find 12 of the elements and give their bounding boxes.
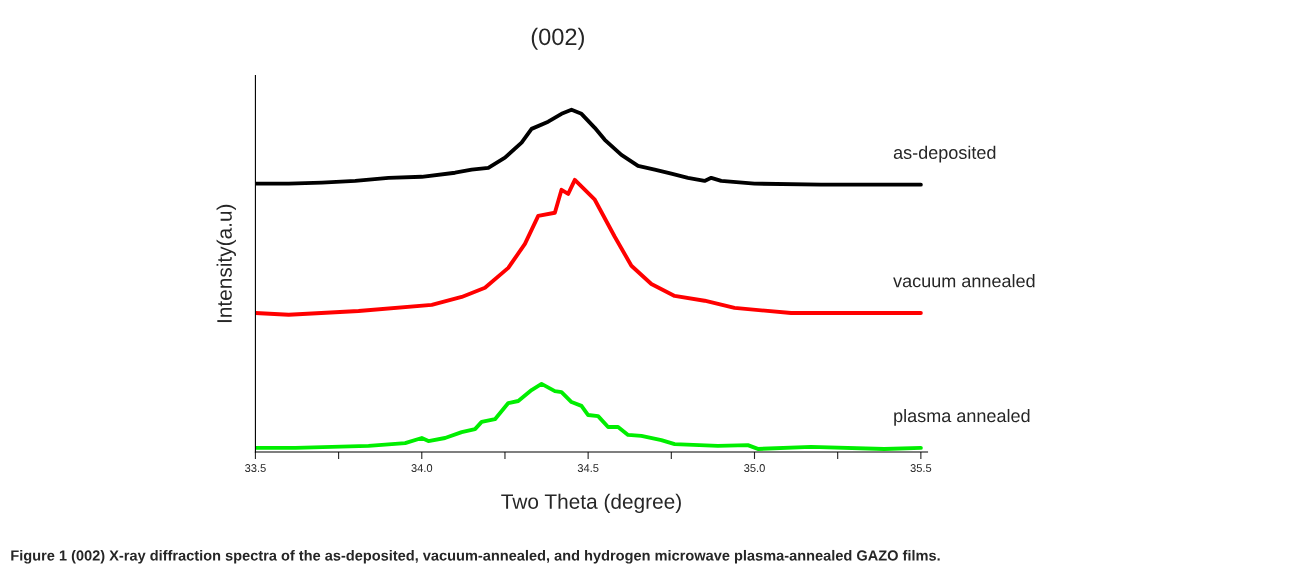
- caption: Figure 1 (002) X-ray diffraction spectra of the as-deposited, vacuum-annealed, and hydrogen microwave plasma-annealed GAZO films.: [11, 549, 940, 564]
- x-tick-label: 33.5: [245, 464, 266, 472]
- x-tick-label: 35.0: [744, 464, 765, 472]
- chart-title: (002): [531, 27, 584, 50]
- x-tick-label: 34.0: [411, 464, 433, 472]
- x-tick-label: 35.5: [910, 464, 932, 472]
- series-label: vacuum annealed: [893, 274, 1035, 288]
- x-tick-label: 34.5: [577, 464, 599, 472]
- y-axis-title: Intensity(a.u): [216, 204, 236, 323]
- series-label: plasma annealed: [894, 408, 1030, 426]
- x-axis-title: Two Theta (degree): [501, 493, 681, 514]
- series-label: as-deposited: [893, 145, 996, 163]
